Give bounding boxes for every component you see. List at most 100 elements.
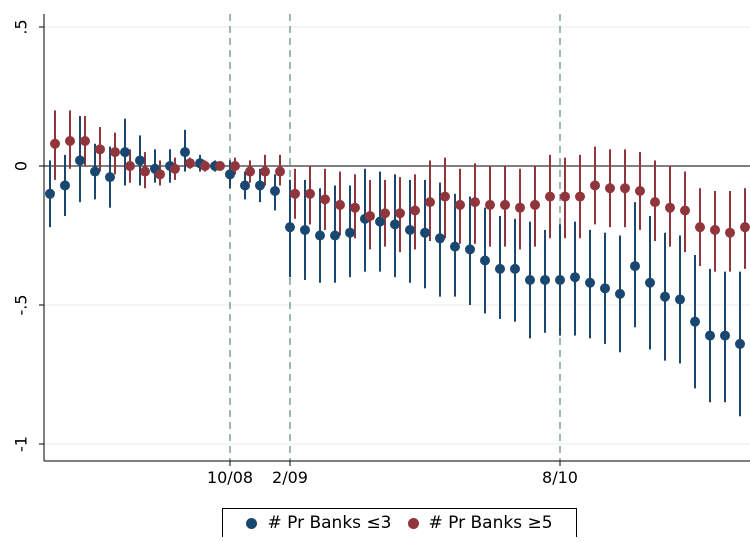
point-s1-34	[555, 274, 565, 285]
point-s1-40	[645, 277, 655, 288]
point-s2-1	[65, 135, 75, 146]
point-s2-40	[650, 197, 660, 208]
point-s1-4	[105, 172, 115, 183]
legend-item-series-2: # Pr Banks ≥5	[407, 513, 553, 533]
point-s2-28	[470, 197, 480, 208]
point-s1-9	[180, 147, 190, 158]
point-s1-16	[285, 222, 295, 233]
point-s2-27	[455, 199, 465, 210]
legend-marker-series-2	[407, 517, 419, 529]
point-s1-20	[345, 227, 355, 238]
point-s1-38	[615, 288, 625, 299]
point-s2-26	[440, 191, 450, 202]
point-s2-17	[305, 188, 315, 199]
point-s1-22	[375, 216, 385, 227]
point-s1-15	[270, 186, 280, 197]
y-tick-label-1: 0	[12, 161, 31, 171]
point-s2-15	[275, 166, 285, 177]
point-s1-6	[135, 155, 145, 166]
point-s2-20	[350, 202, 360, 213]
point-s1-1	[60, 180, 70, 191]
point-s2-2	[80, 135, 90, 146]
point-s2-42	[680, 205, 690, 216]
point-s2-41	[665, 202, 675, 213]
point-s1-42	[675, 294, 685, 305]
point-s1-43	[690, 316, 700, 327]
point-s2-18	[320, 194, 330, 205]
point-s2-25	[425, 197, 435, 208]
point-s2-10	[200, 161, 210, 171]
x-tick-label-1: 2/09	[272, 468, 308, 487]
point-s1-44	[705, 330, 715, 341]
point-s2-16	[290, 188, 300, 199]
point-s1-28	[465, 244, 475, 255]
legend-marker-series-1	[246, 517, 258, 529]
point-s2-29	[485, 199, 495, 210]
y-tick-label-0: .5	[12, 19, 31, 34]
point-s2-12	[230, 161, 240, 171]
point-s2-33	[545, 191, 555, 202]
point-s1-13	[240, 180, 250, 191]
point-s1-19	[330, 230, 340, 241]
point-s1-3	[90, 166, 100, 177]
point-s2-23	[395, 208, 405, 219]
point-s2-43	[695, 222, 705, 233]
point-s2-11	[215, 161, 225, 171]
point-s1-41	[660, 291, 670, 302]
point-s2-46	[740, 222, 750, 233]
point-s1-39	[630, 261, 640, 272]
point-s2-37	[605, 183, 615, 194]
point-s2-8	[170, 163, 180, 174]
point-s2-22	[380, 208, 390, 219]
point-s2-39	[635, 186, 645, 197]
point-s1-24	[405, 224, 415, 235]
point-s2-0	[50, 138, 60, 149]
x-tick-label-2: 8/10	[542, 468, 578, 487]
point-s2-9	[185, 158, 195, 169]
point-s2-44	[710, 224, 720, 235]
y-tick-label-3: -1	[12, 436, 31, 452]
point-s2-13	[245, 166, 255, 177]
point-s2-7	[155, 169, 165, 180]
point-s1-12	[225, 169, 235, 180]
x-tick-label-0: 10/08	[207, 468, 253, 487]
point-s1-35	[570, 272, 580, 283]
point-s1-5	[120, 147, 130, 158]
point-s1-27	[450, 241, 460, 252]
point-s2-34	[560, 191, 570, 202]
point-s2-21	[365, 211, 375, 222]
point-s1-0	[45, 188, 55, 199]
point-s1-29	[480, 255, 490, 266]
point-s1-23	[390, 219, 400, 230]
point-s2-5	[125, 161, 135, 171]
legend-label-series-2: # Pr Banks ≥5	[428, 513, 553, 533]
point-s1-26	[435, 233, 445, 244]
point-s1-31	[510, 263, 520, 274]
point-s1-32	[525, 274, 535, 285]
legend: # Pr Banks ≤3 # Pr Banks ≥5	[222, 508, 577, 537]
point-s2-19	[335, 199, 345, 210]
point-s2-45	[725, 227, 735, 238]
point-s2-36	[590, 180, 600, 191]
point-s1-25	[420, 227, 430, 238]
point-s2-30	[500, 199, 510, 210]
point-s2-4	[110, 147, 120, 158]
point-s2-6	[140, 166, 150, 177]
point-s2-14	[260, 166, 270, 177]
point-s1-18	[315, 230, 325, 241]
point-s2-31	[515, 202, 525, 213]
point-s1-45	[720, 330, 730, 341]
point-s2-38	[620, 183, 630, 194]
legend-item-series-1: # Pr Banks ≤3	[246, 513, 392, 533]
legend-label-series-1: # Pr Banks ≤3	[267, 513, 392, 533]
point-s2-3	[95, 144, 105, 155]
point-s1-2	[75, 155, 85, 166]
point-s2-32	[530, 199, 540, 210]
point-s1-30	[495, 263, 505, 274]
point-s1-17	[300, 224, 310, 235]
point-s2-24	[410, 205, 420, 216]
point-s1-46	[735, 338, 745, 349]
point-s2-35	[575, 191, 585, 202]
